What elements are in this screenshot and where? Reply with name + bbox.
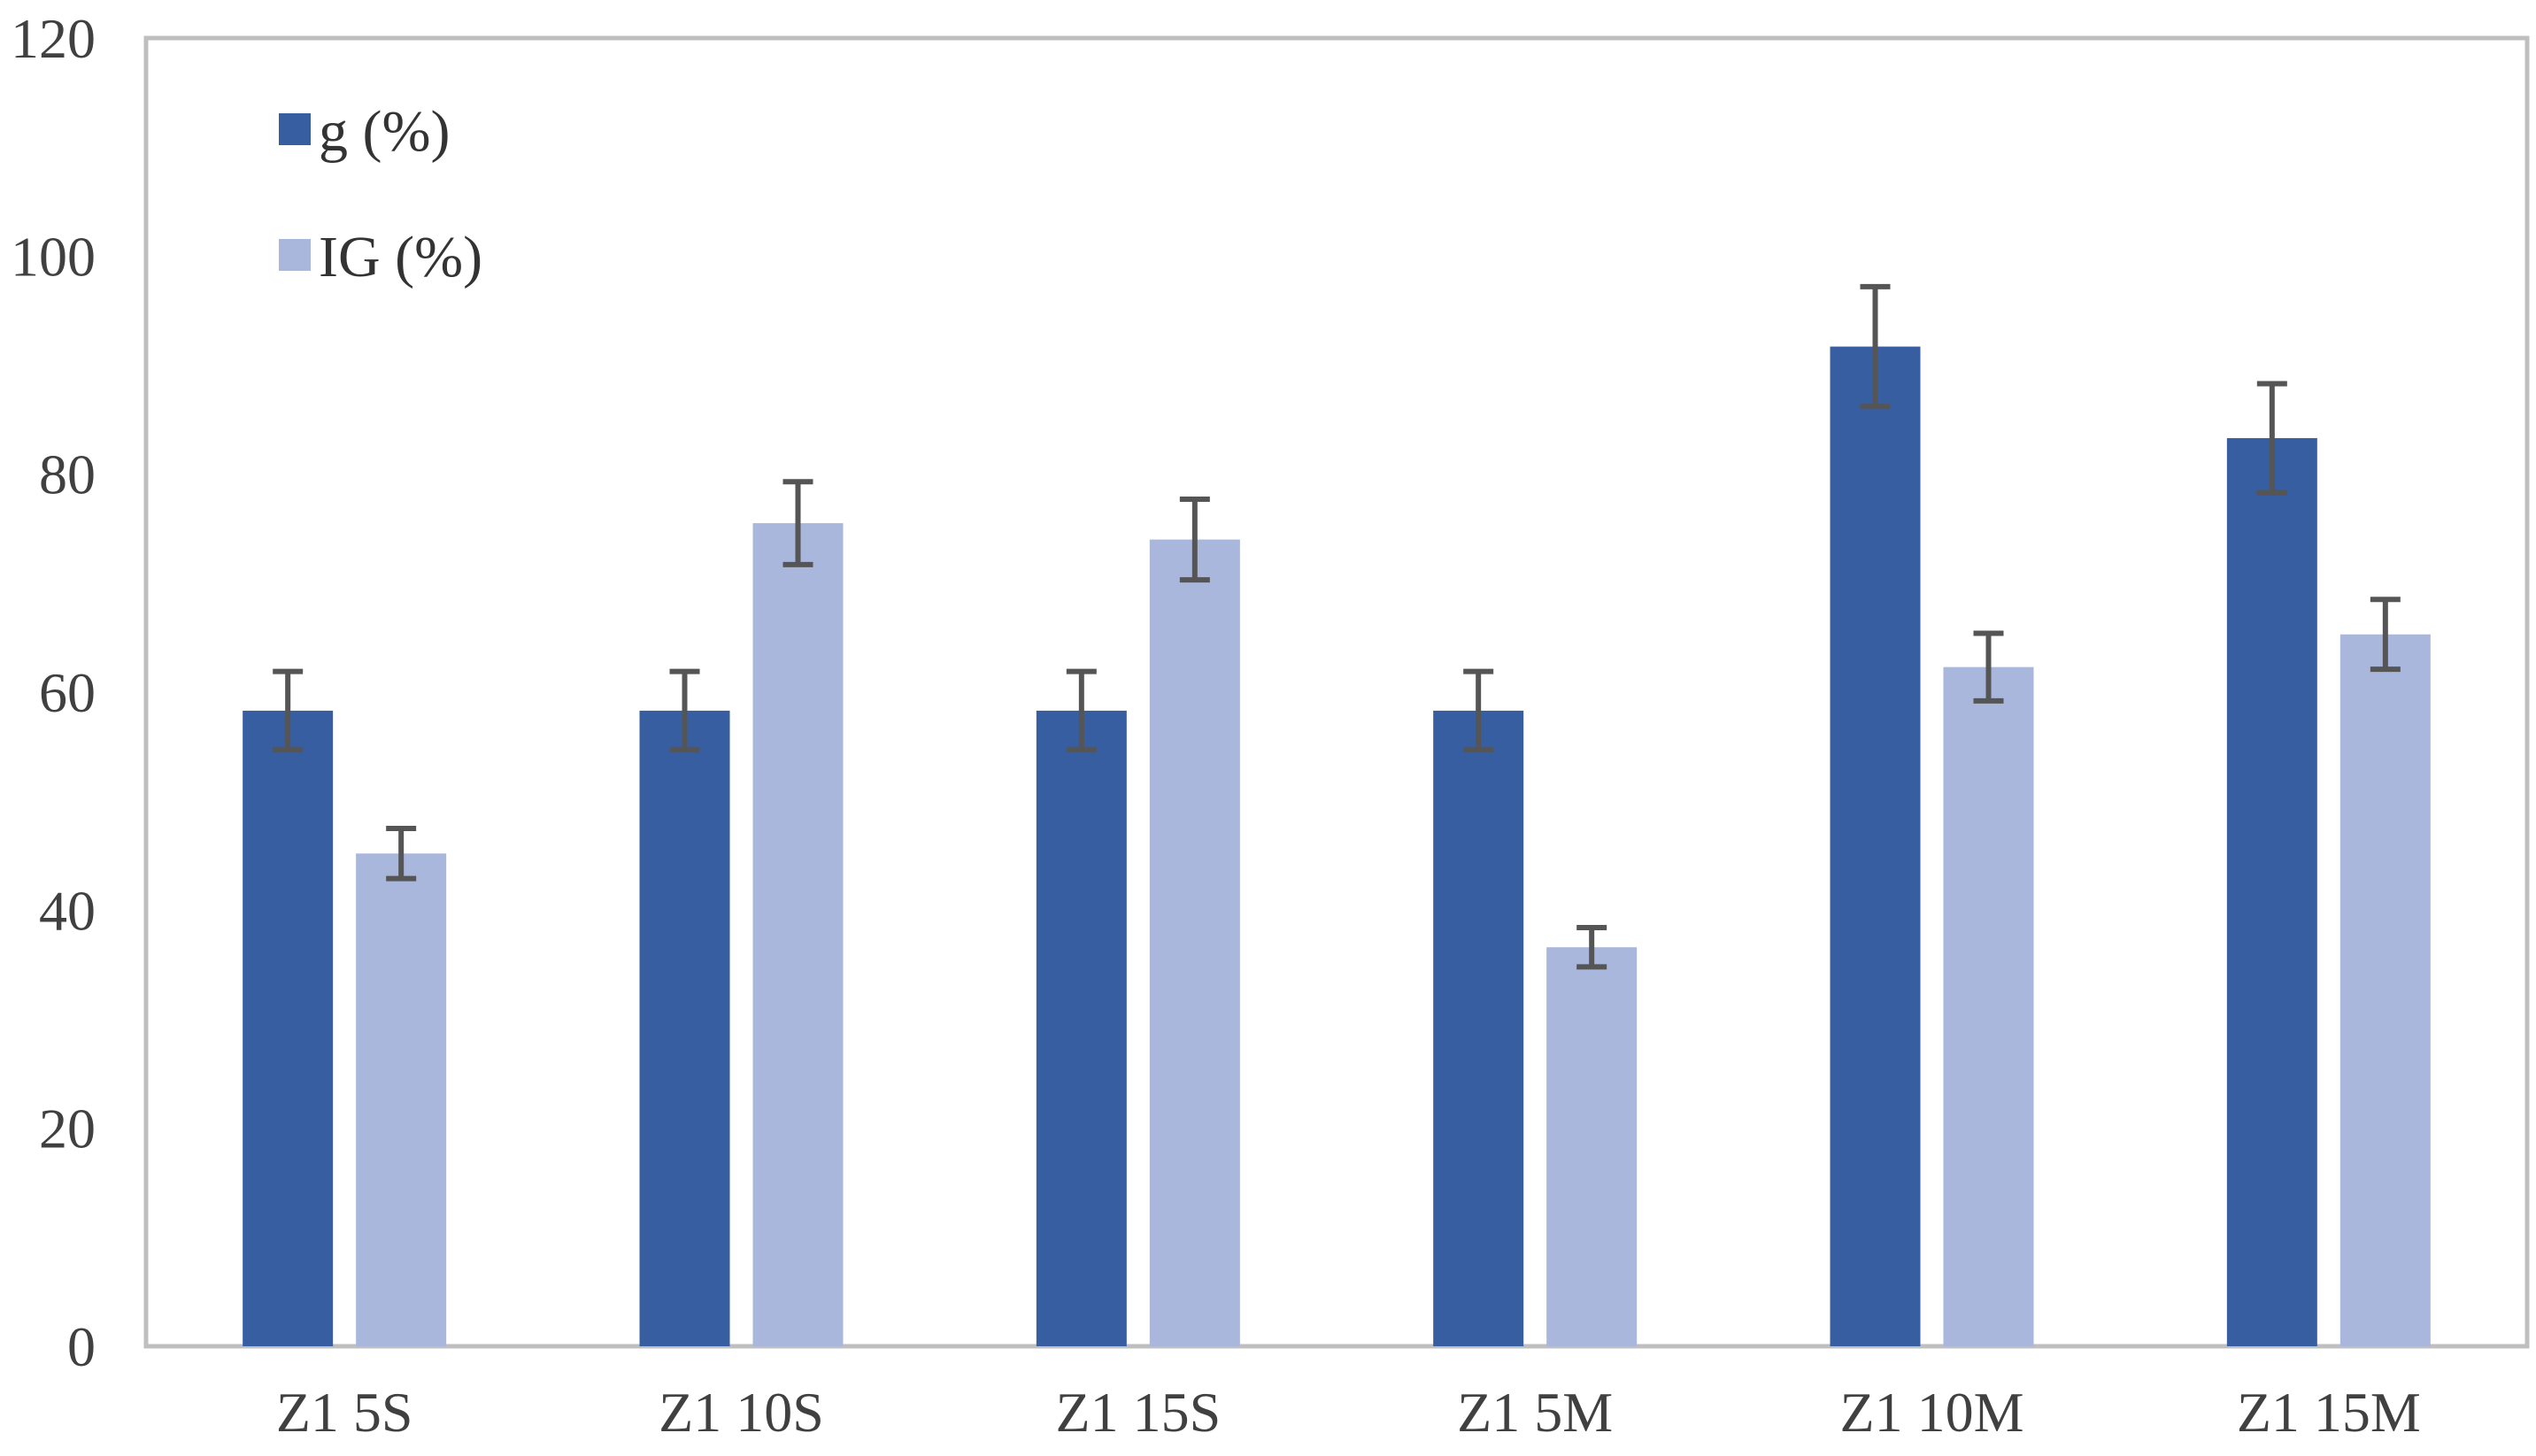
x-category-label: Z1 15S	[1055, 1381, 1221, 1444]
bar-ig-1	[356, 853, 447, 1346]
bar-g-5	[1830, 346, 1921, 1347]
x-axis-categories: Z1 5S Z1 10S Z1 15S Z1 5M Z1 10M Z1 15M	[276, 1381, 2421, 1444]
y-tick-label: 60	[39, 661, 96, 724]
y-tick-label: 80	[39, 443, 96, 506]
x-category-label: Z1 10M	[1840, 1381, 2024, 1444]
legend-swatch-ig	[279, 239, 311, 271]
error-bar-ig-6	[2370, 597, 2401, 673]
y-tick-label: 0	[67, 1315, 96, 1378]
error-bar-g-3	[1066, 668, 1097, 753]
bar-g-3	[1036, 710, 1127, 1346]
y-tick-label: 100	[11, 225, 96, 288]
plot-frame	[143, 35, 2530, 1349]
bar-g-2	[639, 710, 730, 1346]
error-bar-ig-5	[1973, 630, 2004, 704]
error-bar-ig-3	[1179, 496, 1210, 583]
x-category-label: Z1 5S	[276, 1381, 413, 1444]
y-tick-label: 40	[39, 879, 96, 942]
y-axis-ticks: 0 20 40 60 80 100 120	[11, 7, 96, 1378]
error-bar-g-2	[669, 668, 700, 753]
y-tick-label: 120	[11, 7, 96, 70]
error-bar-g-1	[273, 668, 304, 753]
bar-ig-4	[1546, 947, 1638, 1346]
error-bar-ig-4	[1576, 925, 1607, 970]
bar-ig-6	[2339, 634, 2431, 1346]
x-category-label: Z1 15M	[2237, 1381, 2421, 1444]
legend: g (%) IG (%)	[279, 99, 482, 289]
error-bar-g-4	[1463, 668, 1494, 753]
error-bar-ig-2	[782, 479, 813, 567]
legend-swatch-g	[279, 113, 311, 145]
bars-group	[243, 346, 2431, 1347]
y-tick-label: 20	[39, 1098, 96, 1160]
x-category-label: Z1 5M	[1457, 1381, 1613, 1444]
legend-label-ig: IG (%)	[319, 225, 482, 289]
bar-ig-3	[1149, 539, 1240, 1346]
error-bar-g-6	[2256, 381, 2287, 496]
error-bar-g-5	[1860, 283, 1891, 410]
legend-label-g: g (%)	[319, 99, 450, 164]
error-bar-ig-1	[386, 825, 417, 882]
bar-g-1	[243, 710, 334, 1346]
bar-ig-2	[752, 523, 844, 1346]
bar-g-4	[1433, 710, 1524, 1346]
x-category-label: Z1 10S	[659, 1381, 824, 1444]
bar-ig-5	[1943, 666, 2034, 1346]
error-bars-group	[273, 283, 2401, 970]
bar-g-6	[2226, 438, 2317, 1346]
